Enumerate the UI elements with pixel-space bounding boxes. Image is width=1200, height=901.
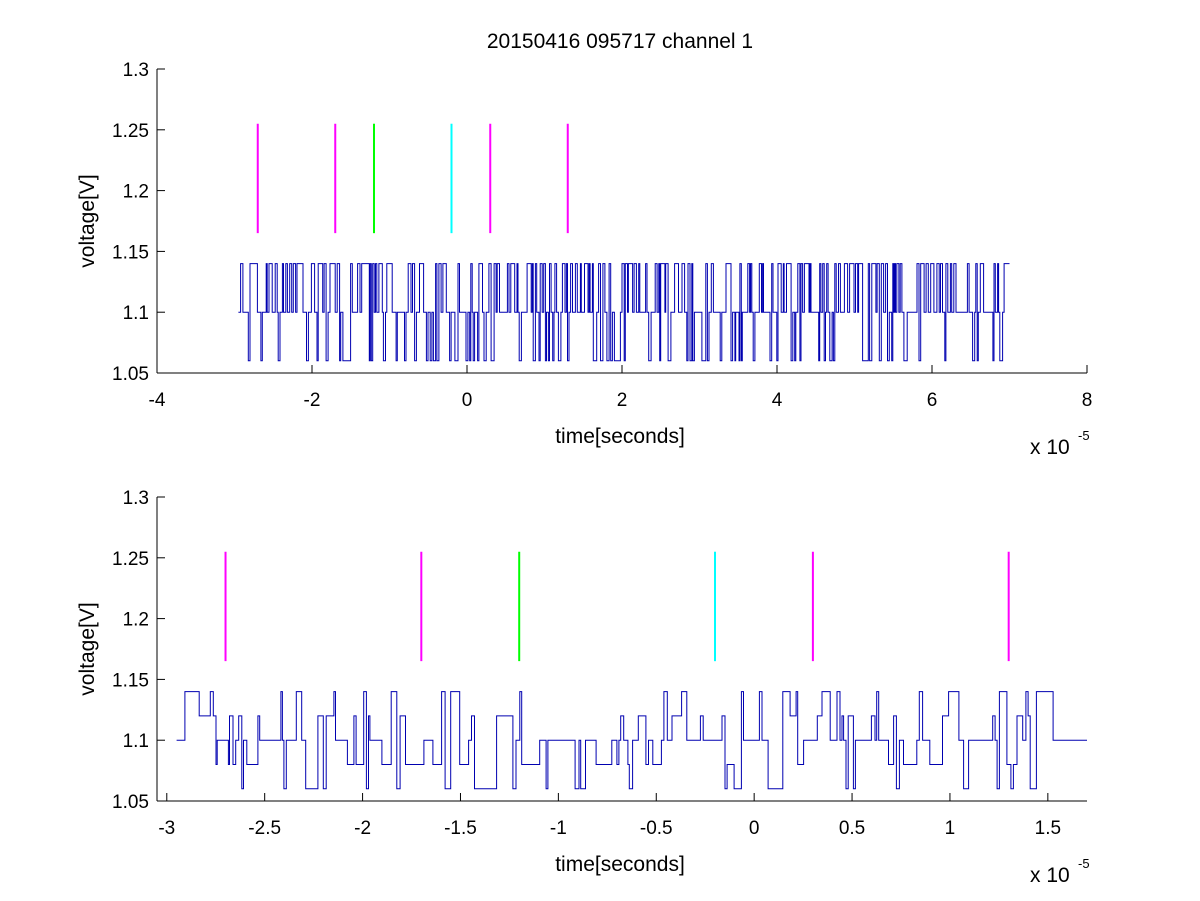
x-multiplier-label: x 10: [1030, 864, 1070, 887]
bottom-subplot: 1.05 1.1 1.15 1.2 1.25 1.3 -3 -2.5 -2 -1.5 -1 -0.5 0…: [76, 488, 1090, 887]
signal-trace: [238, 263, 1010, 362]
y-tick-label: 1.3: [123, 488, 149, 509]
x-tick-label: -2: [304, 390, 321, 411]
y-axis-label: voltage[V]: [76, 602, 99, 695]
x-tick-label: 0: [749, 818, 760, 839]
x-axis-label: time[seconds]: [555, 425, 685, 448]
y-tick-label: 1.15: [112, 242, 149, 263]
x-tick-label: 2: [617, 390, 628, 411]
x-tick-label: 8: [1082, 390, 1093, 411]
y-tick-label: 1.05: [112, 792, 149, 813]
x-multiplier-exponent: -5: [1078, 856, 1090, 871]
y-tick-label: 1.2: [123, 610, 149, 631]
x-tick-label: -2.5: [248, 818, 281, 839]
y-tick-label: 1.15: [112, 670, 149, 691]
x-axis-label: time[seconds]: [555, 853, 685, 876]
x-tick-label: -1.5: [444, 818, 477, 839]
x-multiplier-label: x 10: [1030, 436, 1070, 459]
y-tick-label: 1.25: [112, 121, 149, 142]
x-tick-label: -4: [149, 390, 166, 411]
y-axis-label: voltage[V]: [76, 174, 99, 267]
y-tick-label: 1.25: [112, 549, 149, 570]
x-multiplier-exponent: -5: [1078, 428, 1090, 443]
x-tick-label: 0: [462, 390, 473, 411]
x-tick-label: 1.5: [1035, 818, 1061, 839]
y-tick-label: 1.2: [123, 182, 149, 203]
x-tick-label: 0.5: [839, 818, 865, 839]
x-tick-label: -1: [550, 818, 567, 839]
x-tick-label: 4: [772, 390, 783, 411]
y-tick-label: 1.1: [123, 303, 149, 324]
y-tick-label: 1.1: [123, 731, 149, 752]
figure-title: 20150416 095717 channel 1: [487, 30, 753, 53]
x-tick-label: -2: [354, 818, 371, 839]
top-subplot: 1.05 1.1 1.15 1.2 1.25 1.3 -4 -2 0 2 4 6 8 time[secon…: [76, 60, 1092, 459]
x-tick-label: 6: [927, 390, 938, 411]
x-tick-label: -3: [158, 818, 175, 839]
x-tick-label: -0.5: [640, 818, 673, 839]
y-tick-label: 1.3: [123, 60, 149, 81]
y-tick-label: 1.05: [112, 364, 149, 385]
x-tick-label: 1: [945, 818, 956, 839]
signal-trace: [176, 691, 1087, 790]
